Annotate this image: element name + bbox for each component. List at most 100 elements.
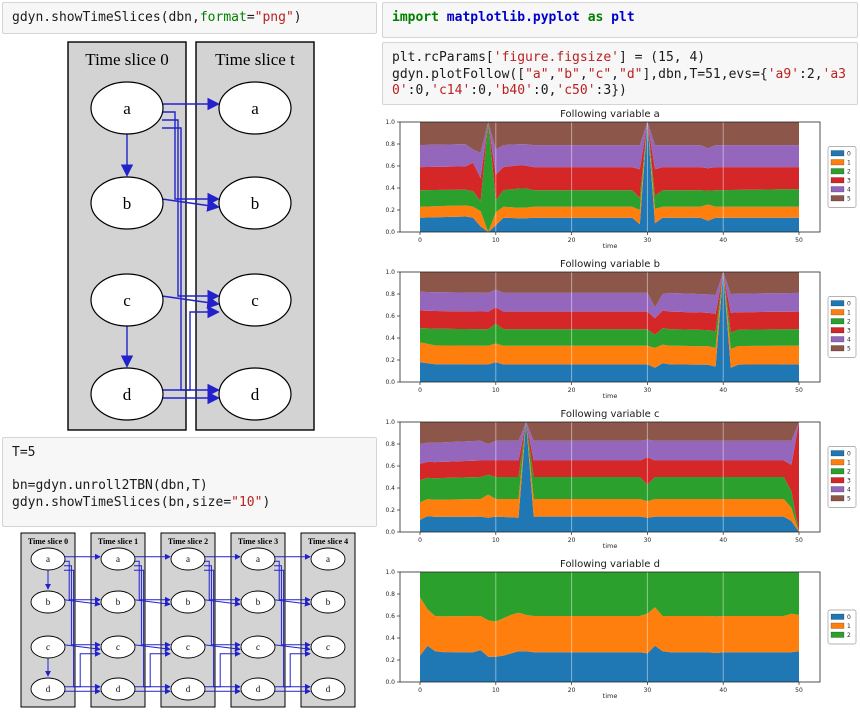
y-tick-label: 0.6 [385, 313, 395, 320]
code-token: , [548, 83, 557, 98]
legend-label-0: 0 [847, 151, 851, 158]
y-tick-label: 0.6 [385, 163, 395, 170]
legend-label-2: 2 [847, 469, 851, 476]
node-d-slice-4 [310, 677, 346, 701]
legend-swatch-0 [830, 300, 845, 307]
legend-swatch-0 [830, 150, 845, 157]
legend: 0 1 2 3 4 5 [827, 446, 857, 508]
x-tick-label: 50 [795, 687, 803, 694]
area-series-0 [420, 122, 799, 232]
legend-label-2: 2 [847, 632, 851, 639]
area-series-1 [420, 597, 799, 657]
legend-swatch-3 [830, 177, 845, 184]
area-series-0 [420, 422, 799, 532]
edge-b0-b1 [63, 599, 101, 607]
y-tick-label: 0.6 [385, 463, 395, 470]
code-token: plt.rcParams[ [392, 50, 494, 65]
x-tick-label: 30 [644, 387, 652, 394]
legend-swatch-1 [830, 459, 845, 466]
code-token: "c" [587, 66, 612, 82]
node-b-slice-0 [90, 176, 164, 230]
x-tick-label: 50 [795, 237, 803, 244]
legend-swatch-5 [830, 195, 845, 202]
node-c-slice-0 [30, 635, 66, 659]
node-label-c-slice-4: c [326, 642, 330, 652]
edge-a0-d1 [162, 127, 220, 397]
area-series-2 [420, 272, 799, 349]
edge-b3-b4 [273, 599, 311, 607]
slice-title-0: Time slice 0 [85, 50, 168, 69]
code-token: 'figure.figsize' [493, 50, 619, 65]
node-label-b-slice-2: b [186, 597, 191, 607]
node-label-c-slice-0: c [123, 291, 131, 310]
edge-d3-c4 [274, 650, 311, 688]
y-tick-label: 0.8 [385, 291, 395, 298]
area-series-5 [420, 422, 799, 444]
code-cell-show-time-slices[interactable]: gdyn.showTimeSlices(dbn,format="png") [2, 2, 377, 34]
edges [45, 553, 311, 695]
node-a-slice-1 [218, 81, 292, 135]
x-tick-label: 0 [418, 237, 422, 244]
x-tick-label: 40 [719, 687, 727, 694]
edge-d1-c2 [134, 650, 171, 688]
legend-label-1: 1 [847, 160, 851, 167]
code-token: , [814, 66, 823, 82]
legend-label-1: 1 [847, 623, 851, 630]
legend-label-2: 2 [847, 169, 851, 176]
code-token: 0 [415, 83, 424, 98]
node-label-c-slice-3: c [256, 642, 260, 652]
legend-label-5: 5 [847, 496, 851, 503]
node-label-d-slice-2: d [186, 684, 191, 694]
area-series-4 [420, 272, 799, 319]
code-cell-import-matplotlib[interactable]: import matplotlib.pyplot as plt [382, 2, 858, 38]
code-token: matplotlib.pyplot [446, 10, 580, 25]
legend-swatch-5 [830, 345, 845, 352]
x-tick-label: 50 [795, 387, 803, 394]
code-cell-unroll[interactable]: T=5 bn=gdyn.unroll2TBN(dbn,T) gdyn.showT… [2, 437, 377, 527]
legend: 0 1 2 [827, 609, 857, 645]
code-cell-plot-follow[interactable]: plt.rcParams['figure.figsize'] = (15, 4)… [382, 42, 858, 105]
code-token: 'a30' [392, 66, 847, 99]
edge-c2-c3 [203, 644, 241, 652]
edge-a2-c3 [204, 565, 241, 648]
node-b-slice-4 [310, 590, 346, 614]
slice-title-1: Time slice t [215, 50, 295, 69]
node-label-d-slice-1: d [116, 684, 121, 694]
legend-label-4: 4 [847, 187, 851, 194]
node-c-slice-1 [100, 635, 136, 659]
code-token: 15 [658, 50, 674, 65]
legend-swatch-1 [830, 309, 845, 316]
node-d-slice-1 [218, 367, 292, 421]
edge-c3-c4 [273, 644, 311, 652]
node-label-b-slice-0: b [46, 597, 51, 607]
node-a-slice-0 [90, 81, 164, 135]
legend-swatch-0 [830, 613, 845, 620]
code-token: ) gdyn.plotFollow([ [392, 50, 706, 82]
edge-d0-c1 [64, 650, 101, 688]
edge-c0-c1 [161, 295, 220, 309]
node-label-d-slice-3: d [256, 684, 261, 694]
x-tick-label: 10 [492, 687, 500, 694]
node-label-d-slice-4: d [326, 684, 331, 694]
area-series-3 [420, 422, 799, 532]
code-token: T=5 bn=gdyn.unroll2TBN(dbn,T) gdyn.showT… [12, 445, 232, 510]
edge-a0-c1 [162, 119, 220, 303]
area-series-0 [420, 272, 799, 382]
code-token: plt [611, 10, 635, 25]
y-tick-label: 0.0 [385, 379, 395, 386]
node-label-a-slice-4: a [326, 554, 330, 564]
edge-b2-b3 [203, 599, 241, 607]
x-axis-label: time [603, 692, 618, 700]
node-c-slice-3 [240, 635, 276, 659]
y-tick-label: 0.4 [385, 635, 395, 642]
node-label-a-slice-0: a [123, 99, 131, 118]
y-tick-label: 0.0 [385, 229, 395, 236]
y-tick-label: 0.2 [385, 207, 395, 214]
legend-swatch-3 [830, 477, 845, 484]
code-token: ) [293, 10, 302, 25]
code-token: as [587, 10, 604, 25]
legend-label-3: 3 [847, 328, 851, 335]
legend: 0 1 2 3 4 5 [827, 296, 857, 358]
